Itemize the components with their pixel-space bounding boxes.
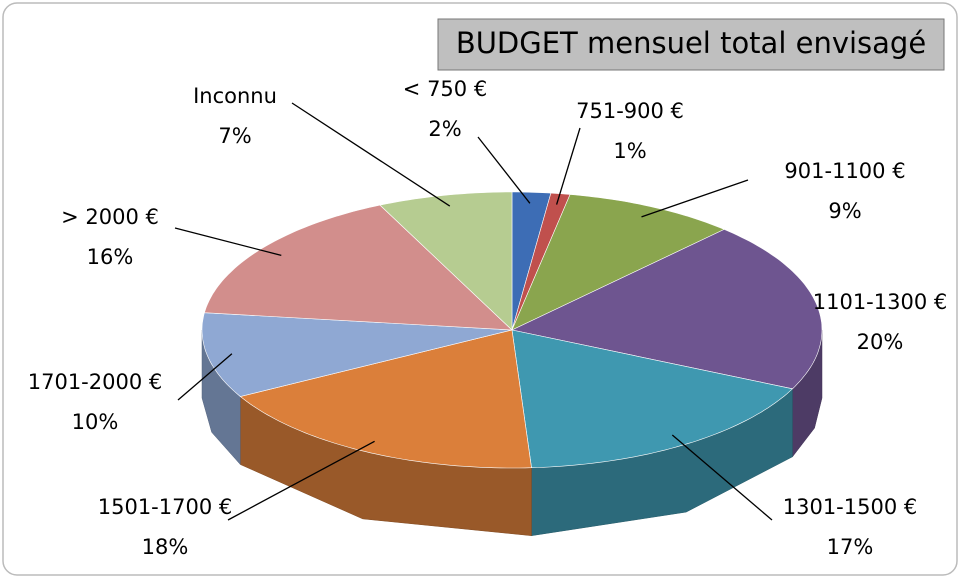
value-label: 7% (218, 124, 251, 148)
leader-line (641, 179, 749, 218)
category-label: 1301-1500 € (783, 495, 918, 519)
category-label: 1501-1700 € (98, 495, 233, 519)
leader-line (227, 440, 375, 521)
category-label: Inconnu (193, 84, 277, 108)
category-label: < 750 € (403, 77, 487, 101)
pie-slice (239, 329, 532, 469)
value-label: 16% (87, 245, 134, 269)
category-label: 751-900 € (576, 99, 684, 123)
category-label: > 2000 € (61, 205, 159, 229)
value-label: 9% (828, 199, 861, 223)
chart-title: BUDGET mensuel total envisagé (456, 26, 926, 60)
leader-line (291, 102, 451, 207)
value-label: 20% (857, 330, 904, 354)
category-label: 901-1100 € (784, 159, 905, 183)
pie-slice (203, 204, 513, 331)
value-label: 18% (142, 535, 189, 559)
value-label: 17% (827, 535, 874, 559)
title-box (437, 18, 945, 71)
pie-slice (379, 191, 513, 331)
value-label: 10% (72, 410, 119, 434)
leader-line (555, 127, 581, 205)
leader-line (174, 227, 282, 257)
category-label: 1701-2000 € (28, 370, 163, 394)
leader-line (477, 136, 531, 204)
leader-line (671, 434, 773, 521)
pie-slice (511, 229, 823, 390)
category-label: 1101-1300 € (813, 290, 948, 314)
value-label: 1% (613, 139, 646, 163)
leader-line (177, 353, 233, 401)
pie-slice (511, 329, 794, 469)
pie-slice (511, 194, 725, 331)
value-label: 2% (428, 117, 461, 141)
pie-slice (201, 312, 513, 397)
